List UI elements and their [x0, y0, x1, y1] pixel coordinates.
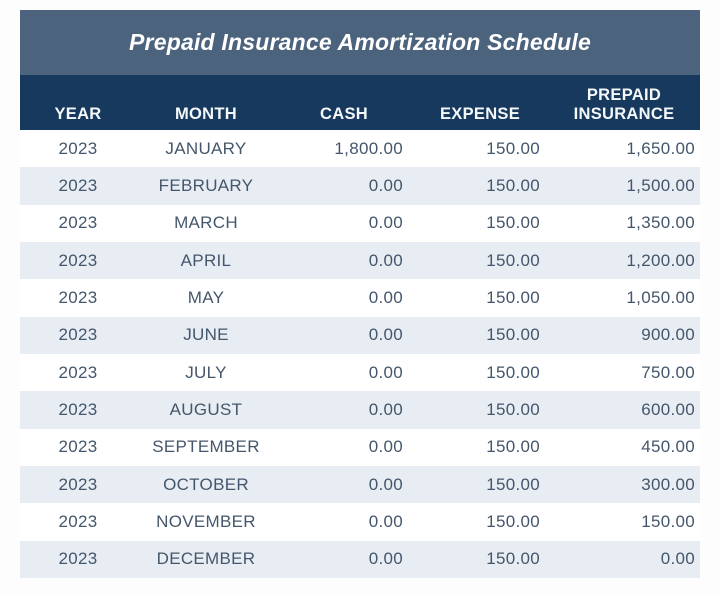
- expense-cell: 150.00: [486, 474, 540, 494]
- expense-cell: 150.00: [486, 175, 540, 195]
- cash-cell: 0.00: [368, 287, 403, 307]
- table-row: 2023 JUNE 0.00 150.00 900.00: [20, 316, 700, 354]
- prepaid-insurance-cell: 1,500.00: [626, 175, 695, 195]
- expense-cell: 150.00: [486, 511, 540, 531]
- column-header-prepaid-insurance-label: PREPAID INSURANCE: [573, 86, 675, 123]
- expense-cell: 150.00: [486, 138, 540, 158]
- table-row: 2023 APRIL 0.00 150.00 1,200.00: [20, 241, 700, 280]
- month-cell: APRIL: [180, 250, 232, 270]
- year-cell: 2023: [58, 511, 98, 531]
- cash-cell: 0.00: [368, 549, 403, 569]
- column-header-prepaid-insurance: PREPAID INSURANCE: [548, 86, 700, 130]
- month-cell: JANUARY: [165, 138, 247, 158]
- expense-cell: 150.00: [486, 549, 540, 569]
- table-row: 2023 MAY 0.00 150.00 1,050.00: [20, 279, 700, 317]
- expense-cell: 150.00: [486, 399, 540, 419]
- month-cell: AUGUST: [169, 399, 243, 419]
- prepaid-insurance-cell: 450.00: [641, 437, 695, 457]
- prepaid-insurance-cell: 900.00: [641, 325, 695, 345]
- table-row: 2023 OCTOBER 0.00 150.00 300.00: [20, 465, 700, 504]
- table-row: 2023 DECEMBER 0.00 150.00 0.00: [20, 540, 700, 578]
- month-cell: NOVEMBER: [156, 511, 256, 531]
- month-cell: MARCH: [174, 213, 238, 233]
- table-row: 2023 MARCH 0.00 150.00 1,350.00: [20, 204, 700, 242]
- table-row: 2023 FEBRUARY 0.00 150.00 1,500.00: [20, 167, 700, 205]
- title-bar: Prepaid Insurance Amortization Schedule: [20, 10, 700, 75]
- year-cell: 2023: [58, 474, 98, 494]
- prepaid-insurance-cell: 1,200.00: [626, 250, 695, 270]
- cash-cell: 0.00: [368, 474, 403, 494]
- expense-cell: 150.00: [486, 437, 540, 457]
- prepaid-insurance-cell: 750.00: [641, 362, 695, 382]
- table-header-row: YEAR MONTH CASH EXPENSE PREPAID INSURANC…: [20, 75, 700, 130]
- column-header-expense: EXPENSE: [439, 104, 521, 123]
- prepaid-insurance-cell: 150.00: [641, 511, 695, 531]
- table-row: 2023 JANUARY 1,800.00 150.00 1,650.00: [20, 130, 700, 168]
- page-title: Prepaid Insurance Amortization Schedule: [129, 29, 591, 55]
- cash-cell: 1,800.00: [334, 138, 403, 158]
- table-row: 2023 JULY 0.00 150.00 750.00: [20, 353, 700, 392]
- year-cell: 2023: [58, 138, 98, 158]
- prepaid-insurance-cell: 1,650.00: [626, 138, 695, 158]
- year-cell: 2023: [58, 325, 98, 345]
- cash-cell: 0.00: [368, 175, 403, 195]
- month-cell: OCTOBER: [163, 474, 249, 494]
- prepaid-insurance-cell: 1,050.00: [626, 287, 695, 307]
- cash-cell: 0.00: [368, 437, 403, 457]
- year-cell: 2023: [58, 362, 98, 382]
- table-row: 2023 SEPTEMBER 0.00 150.00 450.00: [20, 428, 700, 466]
- expense-cell: 150.00: [486, 250, 540, 270]
- month-cell: JUNE: [183, 325, 229, 345]
- month-cell: JULY: [185, 362, 227, 382]
- cash-cell: 0.00: [368, 325, 403, 345]
- month-cell: FEBRUARY: [158, 175, 254, 195]
- prepaid-insurance-cell: 300.00: [641, 474, 695, 494]
- year-cell: 2023: [58, 250, 98, 270]
- cash-cell: 0.00: [368, 362, 403, 382]
- year-cell: 2023: [58, 549, 98, 569]
- year-cell: 2023: [58, 287, 98, 307]
- cash-cell: 0.00: [368, 213, 403, 233]
- prepaid-insurance-cell: 600.00: [641, 399, 695, 419]
- year-cell: 2023: [58, 175, 98, 195]
- month-cell: SEPTEMBER: [152, 437, 260, 457]
- table-row: 2023 AUGUST 0.00 150.00 600.00: [20, 391, 700, 429]
- prepaid-insurance-cell: 0.00: [660, 549, 695, 569]
- table-body: 2023 JANUARY 1,800.00 150.00 1,650.00 20…: [20, 130, 700, 578]
- year-cell: 2023: [58, 437, 98, 457]
- table-row: 2023 NOVEMBER 0.00 150.00 150.00: [20, 503, 700, 541]
- year-cell: 2023: [58, 213, 98, 233]
- column-header-cash: CASH: [320, 104, 368, 123]
- column-header-year: YEAR: [54, 104, 102, 123]
- amortization-sheet: Prepaid Insurance Amortization Schedule …: [20, 10, 700, 578]
- prepaid-insurance-cell: 1,350.00: [626, 213, 695, 233]
- month-cell: DECEMBER: [156, 549, 256, 569]
- expense-cell: 150.00: [486, 213, 540, 233]
- cash-cell: 0.00: [368, 250, 403, 270]
- expense-cell: 150.00: [486, 362, 540, 382]
- cash-cell: 0.00: [368, 511, 403, 531]
- cash-cell: 0.00: [368, 399, 403, 419]
- expense-cell: 150.00: [486, 287, 540, 307]
- year-cell: 2023: [58, 399, 98, 419]
- expense-cell: 150.00: [486, 325, 540, 345]
- column-header-month: MONTH: [175, 104, 237, 123]
- month-cell: MAY: [187, 287, 225, 307]
